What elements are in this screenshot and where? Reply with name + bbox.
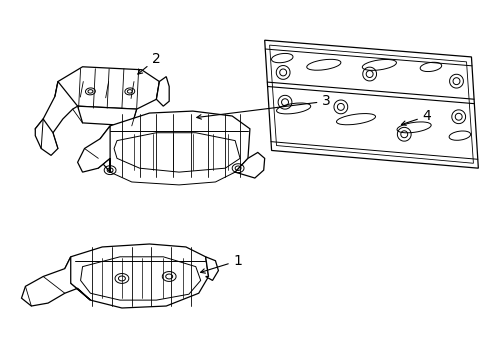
Polygon shape (77, 106, 137, 126)
Polygon shape (265, 40, 478, 168)
Polygon shape (235, 152, 265, 178)
Polygon shape (114, 133, 240, 172)
Polygon shape (270, 45, 473, 163)
Polygon shape (156, 77, 169, 106)
Polygon shape (77, 126, 110, 172)
Polygon shape (98, 111, 250, 180)
Polygon shape (80, 257, 201, 300)
Polygon shape (110, 172, 235, 185)
Text: 3: 3 (197, 94, 331, 119)
Polygon shape (55, 67, 159, 109)
Text: 4: 4 (401, 109, 432, 125)
Polygon shape (206, 257, 219, 280)
Polygon shape (35, 119, 58, 156)
Polygon shape (65, 244, 209, 308)
Text: 2: 2 (138, 52, 161, 74)
Polygon shape (22, 257, 91, 306)
Polygon shape (35, 82, 77, 139)
Text: 1: 1 (200, 254, 243, 273)
